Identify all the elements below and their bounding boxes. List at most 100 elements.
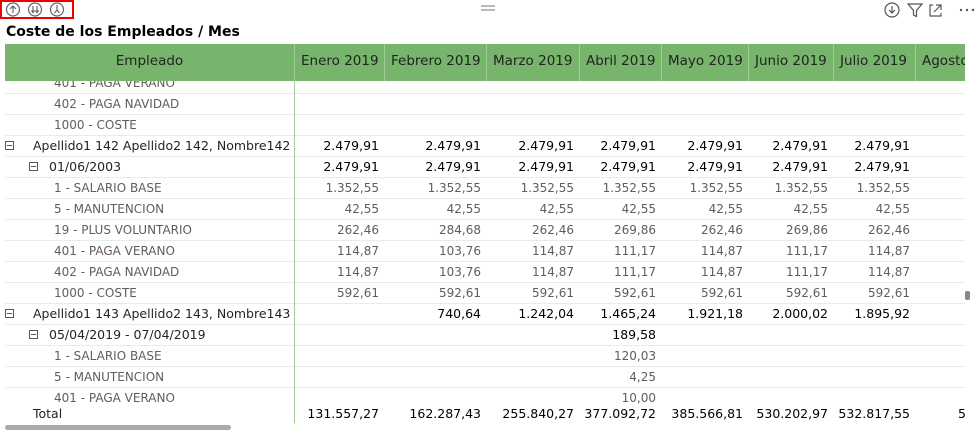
cell-value: 2.479,91 — [600, 159, 656, 174]
cell-value: 2.479,91 — [687, 159, 743, 174]
matrix-title: Coste de los Empleados / Mes — [6, 24, 240, 40]
cell-value: 592,61 — [532, 286, 574, 300]
cell-value: 111,17 — [786, 244, 828, 258]
collapse-toggle[interactable] — [29, 162, 38, 171]
row-label: 05/04/2019 - 07/04/2019 — [49, 327, 206, 342]
matrix-row: 401 - PAGA VERANO — [5, 81, 965, 94]
column-header-cell: Agosto — [916, 44, 965, 81]
matrix-row: 402 - PAGA NAVIDAD 114,87 103,76 114,87 111,… — [5, 262, 965, 283]
column-header-cell: Marzo 2019 — [487, 44, 580, 81]
matrix-row: 1 - SALARIO BASE 1.352,55 1.352,55 1.352,55… — [5, 178, 965, 199]
matrix-row: 1 - SALARIO BASE 120,03 — [5, 346, 965, 367]
cell-value: 189,58 — [612, 327, 656, 342]
cell-value: 592,61 — [868, 286, 910, 300]
cell-value: 42,55 — [708, 202, 743, 216]
drag-handle[interactable] — [480, 4, 496, 12]
cell-value: 262,46 — [337, 223, 379, 237]
row-label: 401 - PAGA VERANO — [54, 244, 175, 258]
row-label: 401 - PAGA VERANO — [54, 391, 175, 405]
row-label: 1 - SALARIO BASE — [54, 349, 162, 363]
cell-value: 2.479,91 — [323, 159, 379, 174]
column-divider — [294, 81, 295, 423]
cell-value: 114,87 — [701, 244, 743, 258]
cell-value: 114,87 — [337, 244, 379, 258]
cell-value: 42,55 — [539, 202, 574, 216]
total-value: 255.840,27 — [502, 406, 574, 421]
matrix-row: 01/06/2003 2.479,91 2.479,91 2.479,91 2.479,… — [5, 157, 965, 178]
vertical-scrollbar[interactable] — [965, 291, 970, 300]
total-value: 385.566,81 — [671, 406, 743, 421]
total-label: Total — [33, 406, 63, 421]
cell-value: 1.242,04 — [518, 306, 574, 321]
collapse-toggle[interactable] — [29, 330, 38, 339]
cell-value: 42,55 — [875, 202, 910, 216]
cell-value: 103,76 — [439, 265, 481, 279]
row-label: Apellido1 142 Apellido2 142, Nombre142 — [33, 138, 291, 153]
matrix-row: 19 - PLUS VOLUNTARIO 262,46 284,68 262,46 26… — [5, 220, 965, 241]
row-label: 5 - MANUTENCION — [54, 370, 165, 384]
matrix-row: 402 - PAGA NAVIDAD — [5, 94, 965, 115]
matrix-row: Apellido1 143 Apellido2 143, Nombre143 74… — [5, 304, 965, 325]
cell-value: 2.479,91 — [323, 138, 379, 153]
column-header-cell: Junio 2019 — [749, 44, 834, 81]
cell-value: 120,03 — [614, 349, 656, 363]
cell-value: 1.352,55 — [325, 181, 379, 195]
cell-value: 1.352,55 — [774, 181, 828, 195]
column-header: Empleado Enero 2019 Febrero 2019 Marzo 2019… — [5, 44, 965, 81]
cell-value: 111,17 — [614, 244, 656, 258]
cell-value: 592,61 — [701, 286, 743, 300]
cell-value: 2.479,91 — [425, 159, 481, 174]
matrix-row: 1000 - COSTE — [5, 115, 965, 136]
toolbar-highlight — [0, 0, 74, 19]
horizontal-scrollbar[interactable] — [5, 425, 231, 430]
collapse-toggle[interactable] — [5, 309, 14, 318]
column-header-cell: Enero 2019 — [295, 44, 385, 81]
row-label: 01/06/2003 — [49, 159, 122, 174]
row-label: 1000 - COSTE — [54, 286, 137, 300]
visual-header-icons[interactable] — [883, 1, 979, 19]
cell-value: 42,55 — [446, 202, 481, 216]
cell-value: 740,64 — [437, 306, 481, 321]
cell-value: 262,46 — [532, 223, 574, 237]
row-label: 5 - MANUTENCION — [54, 202, 165, 216]
cell-value: 42,55 — [793, 202, 828, 216]
cell-value: 42,55 — [344, 202, 379, 216]
matrix-row: Apellido1 142 Apellido2 142, Nombre142 2.… — [5, 136, 965, 157]
total-value: 162.287,43 — [409, 406, 481, 421]
row-label: 402 - PAGA NAVIDAD — [54, 97, 180, 111]
row-label: 402 - PAGA NAVIDAD — [54, 265, 180, 279]
cell-value: 284,68 — [439, 223, 481, 237]
cell-value: 1.352,55 — [427, 181, 481, 195]
cell-value: 10,00 — [621, 391, 656, 405]
total-row: Total 131.557,27 162.287,43 255.840,27 377.0… — [5, 405, 965, 423]
matrix-row: 05/04/2019 - 07/04/2019 189,58 — [5, 325, 965, 346]
column-header-cell: Empleado — [5, 44, 295, 81]
toolbar-icons[interactable] — [4, 1, 72, 18]
cell-value: 114,87 — [337, 265, 379, 279]
cell-value: 114,87 — [532, 265, 574, 279]
collapse-toggle[interactable] — [5, 141, 14, 150]
row-label: 401 - PAGA VERANO — [54, 81, 175, 90]
total-value: 532.817,55 — [838, 406, 910, 421]
cell-value: 262,46 — [701, 223, 743, 237]
matrix-body: 401 - PAGA VERANO 402 - PAGA NAVIDAD 1000 … — [5, 81, 965, 405]
cell-value: 2.479,91 — [772, 138, 828, 153]
cell-value: 2.479,91 — [518, 159, 574, 174]
cell-value: 592,61 — [337, 286, 379, 300]
cell-value: 262,46 — [868, 223, 910, 237]
cell-value: 269,86 — [614, 223, 656, 237]
matrix-row: 401 - PAGA VERANO 114,87 103,76 114,87 111,1… — [5, 241, 965, 262]
matrix-row: 1000 - COSTE 592,61 592,61 592,61 592,61 592,… — [5, 283, 965, 304]
cell-value: 114,87 — [868, 244, 910, 258]
cell-value: 592,61 — [614, 286, 656, 300]
cell-value: 1.352,55 — [602, 181, 656, 195]
cell-value: 4,25 — [629, 370, 656, 384]
matrix-row: 401 - PAGA VERANO 10,00 — [5, 388, 965, 405]
row-label: 1000 - COSTE — [54, 118, 137, 132]
total-value: 57 — [958, 406, 965, 421]
column-header-cell: Febrero 2019 — [385, 44, 487, 81]
cell-value: 1.352,55 — [520, 181, 574, 195]
total-value: 131.557,27 — [307, 406, 379, 421]
cell-value: 592,61 — [439, 286, 481, 300]
row-label: 19 - PLUS VOLUNTARIO — [54, 223, 192, 237]
